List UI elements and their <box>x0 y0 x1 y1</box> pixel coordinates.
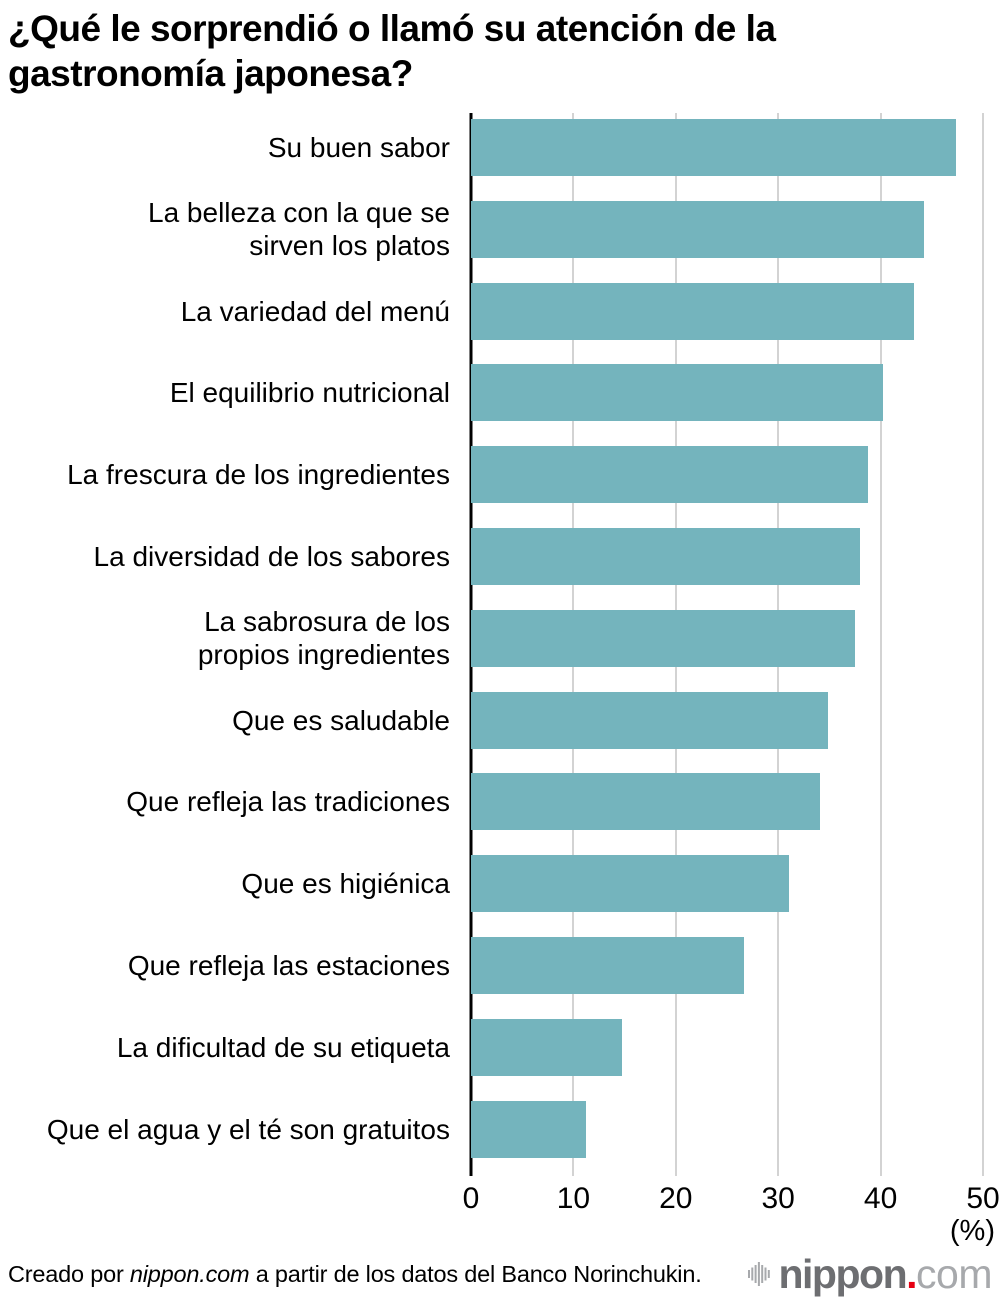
bar-cell <box>471 446 1000 504</box>
bar <box>471 1100 587 1158</box>
footer: Creado por nippon.com a partir de los da… <box>8 1252 992 1296</box>
bar-cell <box>471 200 1000 258</box>
x-tick-label: 30 <box>761 1182 795 1215</box>
x-tick-label: 40 <box>863 1182 898 1215</box>
chart-row: Que es higiénica <box>0 855 1000 937</box>
logo-tld: com <box>916 1250 992 1297</box>
bar-cell <box>471 119 1000 176</box>
bar-cell <box>471 1100 1000 1158</box>
gridline <box>982 113 984 1176</box>
chart-row: El equilibrio nutricional <box>0 364 1000 446</box>
bar-cell <box>471 282 1000 340</box>
credit-site-name: nippon.com <box>129 1260 250 1287</box>
bar <box>471 691 828 749</box>
bar-cell <box>471 609 1000 667</box>
bar <box>471 773 821 831</box>
category-label: Que es saludable <box>232 704 450 736</box>
logo-dot: . <box>906 1250 917 1297</box>
chart-row: La belleza con la que se sirven los plato… <box>0 197 1000 283</box>
bar <box>471 936 744 994</box>
chart-row: Que el agua y el té son gratuitos <box>0 1100 1000 1183</box>
bar-chart: Su buen sabor La belleza con la que se sir… <box>0 113 1000 1247</box>
bar-cell <box>471 691 1000 749</box>
chart-row: La variedad del menú <box>0 282 1000 365</box>
bar <box>471 446 868 504</box>
chart-row: La diversidad de los sabores <box>0 527 1000 610</box>
credit-prefix: Creado por <box>8 1260 130 1287</box>
category-label: Su buen sabor <box>267 131 450 163</box>
chart-row: La sabrosura de los propios ingredientes <box>0 606 1000 692</box>
source-credit: Creado por nippon.com a partir de los da… <box>8 1261 702 1288</box>
bar-cell <box>471 364 1000 422</box>
category-label: La variedad del menú <box>180 295 450 327</box>
category-label: La dificultad de su etiqueta <box>116 1031 450 1063</box>
bar <box>471 855 790 913</box>
x-tick-label: 10 <box>556 1182 591 1215</box>
chart-row: Que es saludable <box>0 691 1000 774</box>
bar <box>471 282 915 340</box>
category-label: Que refleja las tradiciones <box>126 786 450 818</box>
category-label: Que refleja las estaciones <box>127 949 450 981</box>
bar-cell <box>471 855 1000 913</box>
x-tick-label: 50 <box>966 1182 1000 1215</box>
category-label: El equilibrio nutricional <box>169 377 450 409</box>
bar-cell <box>471 936 1000 994</box>
bar <box>471 1018 623 1076</box>
nippon-logo: nippon.com <box>747 1250 993 1297</box>
bar-cell <box>471 527 1000 585</box>
category-label: La belleza con la que se sirven los plato… <box>148 197 450 262</box>
x-tick-label: 0 <box>462 1182 480 1215</box>
bar-cell <box>471 773 1000 831</box>
category-label: Que el agua y el té son gratuitos <box>46 1113 450 1145</box>
chart-rows: Su buen sabor La belleza con la que se sir… <box>0 113 1000 1182</box>
x-axis-unit-label: (%) <box>949 1215 995 1247</box>
bar-cell <box>471 1018 1000 1076</box>
x-axis-tick-labels: 0 10 20 30 40 50 <box>463 1182 1000 1218</box>
category-label: La frescura de los ingredientes <box>67 459 450 491</box>
chart-row: La frescura de los ingredientes <box>0 446 1000 528</box>
bar <box>471 119 956 176</box>
logo-name: nippon <box>778 1250 908 1297</box>
gridline <box>879 113 882 1176</box>
logo-wordmark: nippon.com <box>778 1250 993 1297</box>
chart-row: Que refleja las estaciones <box>0 936 1000 1019</box>
category-label: La diversidad de los sabores <box>93 540 450 572</box>
bar <box>471 200 924 258</box>
credit-suffix: a partir de los datos del Banco Norinchu… <box>249 1260 702 1287</box>
chart-title: ¿Qué le sorprendió o llamó su atención d… <box>8 8 776 95</box>
x-tick-label: 20 <box>659 1182 693 1215</box>
chart-row: Su buen sabor <box>0 119 1000 201</box>
category-label: Que es higiénica <box>241 868 450 900</box>
bar <box>471 364 883 422</box>
bar <box>471 527 861 585</box>
category-label: La sabrosura de los propios ingredientes <box>197 606 450 671</box>
soundwave-logo-icon <box>747 1258 772 1290</box>
chart-row: Que refleja las tradiciones <box>0 773 1000 855</box>
chart-row: La dificultad de su etiqueta <box>0 1018 1000 1101</box>
bar <box>471 609 856 667</box>
